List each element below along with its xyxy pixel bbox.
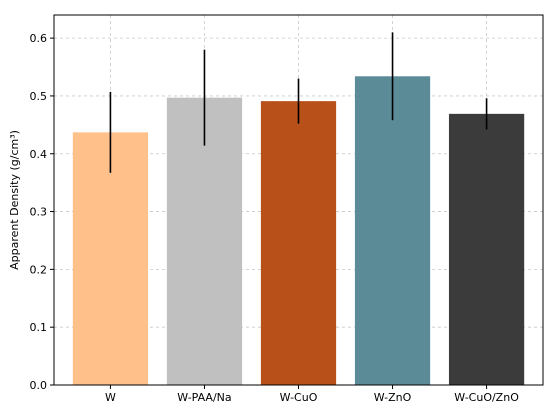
bar-w-cuo [260, 101, 337, 385]
bar-w-zno [354, 76, 431, 385]
x-tick-label: W-ZnO [374, 391, 412, 404]
x-tick-label: W-CuO [280, 391, 318, 404]
x-ticks: W W-PAA/Na W-CuO W-ZnO W-CuO/ZnO [105, 385, 519, 404]
y-tick-label: 0.5 [30, 90, 48, 103]
bar-w [72, 132, 149, 385]
error-bars [109, 32, 488, 173]
y-axis-label: Apparent Density (g/cm³) [8, 130, 21, 270]
y-tick-label: 0.0 [30, 379, 48, 392]
y-tick-label: 0.2 [30, 263, 48, 276]
bars [72, 76, 525, 385]
y-tick-label: 0.4 [30, 148, 48, 161]
y-tick-label: 0.6 [30, 32, 48, 45]
x-tick-label: W-PAA/Na [177, 391, 231, 404]
x-tick-label: W-CuO/ZnO [454, 391, 519, 404]
y-ticks: 0.0 0.1 0.2 0.3 0.4 0.5 0.6 [30, 32, 54, 392]
x-tick-label: W [105, 391, 116, 404]
y-tick-label: 0.3 [30, 206, 48, 219]
bar-w-cuo-zno [448, 113, 525, 385]
y-tick-label: 0.1 [30, 321, 48, 334]
